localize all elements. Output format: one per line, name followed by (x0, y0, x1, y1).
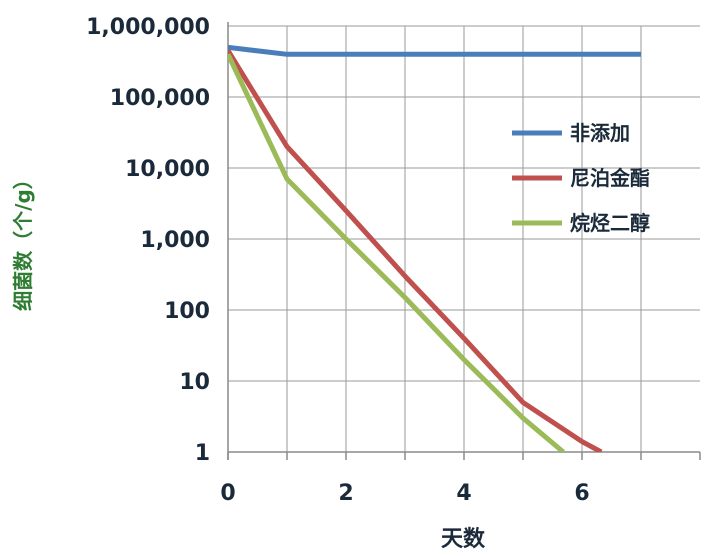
x-tick-label: 2 (338, 481, 353, 506)
legend-label: 非添加 (570, 121, 630, 145)
y-tick-label: 1,000 (140, 228, 210, 253)
series-line (228, 44, 641, 57)
series-lines (228, 44, 641, 452)
y-tick-label: 100 (164, 299, 210, 324)
y-tick-label: 100,000 (110, 86, 210, 111)
y-tick-label: 1,000,000 (86, 15, 210, 40)
y-tick-label: 10 (179, 370, 210, 395)
x-tick-label: 4 (456, 481, 471, 506)
series-line (228, 53, 565, 452)
grid (228, 25, 700, 452)
y-tick-label: 10,000 (125, 157, 210, 182)
legend-label: 尼泊金酯 (570, 166, 650, 190)
y-tick-label: 1 (195, 441, 210, 466)
tick-labels: 1 10 100 1,000 10,000 100,000 1,000,000 0 2 4 6 (86, 15, 590, 506)
legend-label: 烷烃二醇 (570, 211, 650, 235)
axes (227, 22, 701, 460)
x-axis-label: 天数 (441, 526, 486, 552)
series-line (228, 49, 603, 452)
x-tick-label: 0 (220, 481, 235, 506)
y-axis-label: 细菌数（个/g） (11, 169, 35, 311)
x-tick-label: 6 (574, 481, 589, 506)
